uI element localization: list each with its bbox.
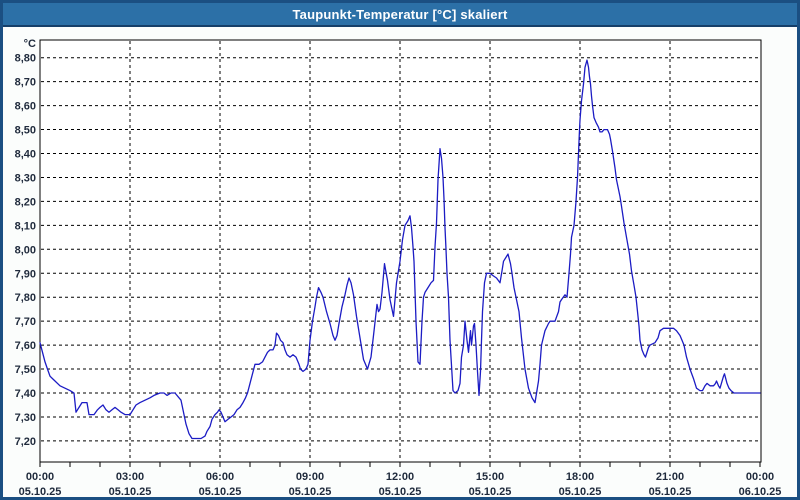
- y-axis-tick-label: 7,30: [15, 412, 36, 424]
- x-axis-time-label: 12:00: [386, 471, 414, 483]
- y-axis-tick-label: 8,00: [15, 244, 36, 256]
- x-axis-date-label: 05.10.25: [199, 486, 242, 497]
- y-axis-tick-label: 8,40: [15, 149, 36, 161]
- x-axis-date-label: 05.10.25: [19, 486, 62, 497]
- y-axis-tick-label: 7,20: [15, 436, 36, 448]
- x-axis-time-label: 21:00: [656, 471, 684, 483]
- x-axis-date-label: 05.10.25: [469, 486, 512, 497]
- y-axis-tick-label: 8,80: [15, 53, 36, 65]
- y-axis-tick-label: 7,80: [15, 292, 36, 304]
- x-axis-time-label: 15:00: [476, 471, 504, 483]
- x-axis-date-label: 05.10.25: [109, 486, 152, 497]
- y-axis-tick-label: 7,40: [15, 388, 36, 400]
- x-axis-time-label: 03:00: [116, 471, 144, 483]
- x-axis-date-label: 05.10.25: [649, 486, 692, 497]
- y-axis-tick-label: 8,50: [15, 125, 36, 137]
- y-axis-tick-label: 7,70: [15, 316, 36, 328]
- x-axis-time-label: 18:00: [566, 471, 594, 483]
- y-axis-tick-label: 8,20: [15, 196, 36, 208]
- y-axis-tick-label: 8,70: [15, 77, 36, 89]
- y-axis-unit-label: °C: [24, 38, 36, 50]
- x-axis-time-label: 06:00: [206, 471, 234, 483]
- temperature-line: [39, 59, 761, 440]
- x-axis-time-label: 09:00: [296, 471, 324, 483]
- y-axis-tick-label: 8,10: [15, 220, 36, 232]
- chart-title: Taupunkt-Temperatur [°C] skaliert: [292, 6, 508, 22]
- x-axis-date-label: 05.10.25: [559, 486, 602, 497]
- y-axis-tick-label: 8,30: [15, 172, 36, 184]
- x-axis-time-label: 00:00: [26, 471, 54, 483]
- line-chart: 8,80 8,70 8,60 8,50 8,40 8,30 8,20 8,10 8,00 7,90…: [15, 38, 782, 497]
- x-axis-time-label: 00:00: [746, 471, 774, 483]
- x-axis-date-label: 05.10.25: [379, 486, 422, 497]
- title-bar: Taupunkt-Temperatur [°C] skaliert: [3, 3, 797, 27]
- y-axis-tick-label: 7,50: [15, 364, 36, 376]
- y-axis-tick-label: 8,60: [15, 101, 36, 113]
- y-axis-tick-label: 7,60: [15, 340, 36, 352]
- x-axis-date-label: 05.10.25: [289, 486, 332, 497]
- x-axis-date-label: 06.10.25: [739, 486, 782, 497]
- y-axis-tick-label: 7,90: [15, 268, 36, 280]
